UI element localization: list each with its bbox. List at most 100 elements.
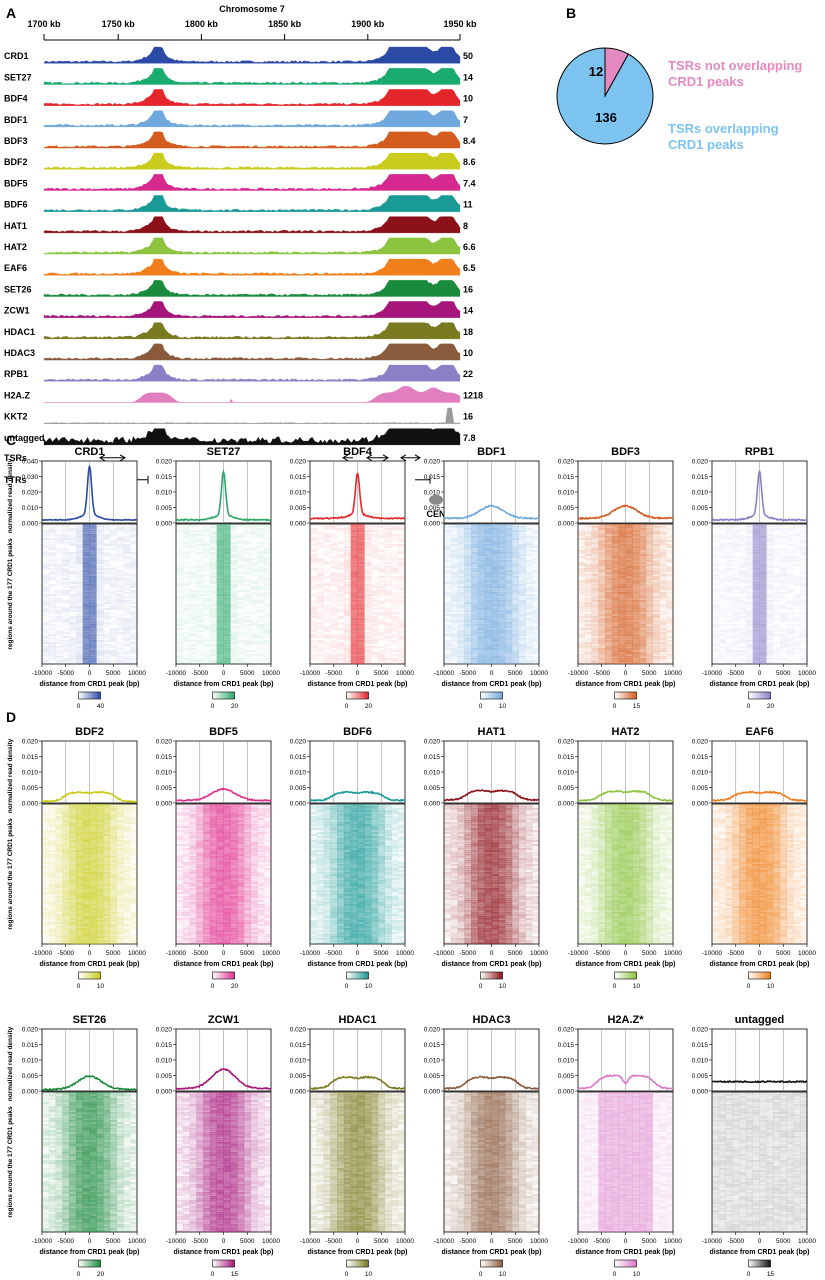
heatmap-cell	[498, 530, 506, 533]
heatmap-cell	[450, 608, 458, 611]
heatmap-cell	[450, 618, 458, 621]
heatmap-cell	[75, 656, 84, 659]
profile-title: SET27	[207, 446, 241, 458]
heatmap-cell	[196, 596, 204, 599]
heatmap-cell	[584, 628, 592, 631]
heatmap-cell	[498, 592, 506, 595]
heatmap-cell	[196, 642, 204, 645]
heatmap-cell	[130, 570, 137, 572]
heatmap-cell	[89, 550, 97, 553]
heatmap-cell	[350, 608, 358, 611]
heatmap-cell	[518, 634, 526, 637]
heatmap-cell	[625, 620, 633, 623]
track-signal	[43, 131, 461, 149]
heatmap-cell	[511, 592, 519, 595]
heatmap-cell	[62, 618, 70, 621]
heatmap-cell	[498, 624, 506, 627]
heatmap-cell	[632, 546, 640, 549]
heatmap-cell	[257, 644, 264, 646]
heatmap-cell	[96, 580, 104, 583]
heatmap-cell	[398, 552, 406, 555]
heatmap-cell	[471, 540, 479, 543]
heatmap-cell	[310, 588, 318, 591]
heatmap-cell	[491, 580, 499, 583]
heatmap-cell	[75, 622, 84, 625]
heatmap-cell	[591, 558, 599, 561]
heatmap-cell	[391, 540, 398, 542]
heatmap-cell	[264, 578, 272, 581]
heatmap-cell	[505, 582, 513, 585]
heatmap-cell	[103, 582, 111, 585]
heatmap-cell	[391, 614, 398, 616]
heatmap-cell	[598, 562, 606, 565]
heatmap-cell	[511, 566, 519, 569]
heatmap-cell	[518, 610, 526, 613]
heatmap-cell	[216, 600, 224, 603]
heatmap-cell	[618, 602, 626, 605]
heatmap-cell	[591, 596, 599, 599]
heatmap-cell	[316, 584, 324, 587]
heatmap-cell	[391, 648, 398, 650]
heatmap-cell	[666, 530, 674, 533]
heatmap-cell	[371, 532, 378, 534]
heatmap-cell	[578, 588, 586, 591]
heatmap-cell	[223, 604, 231, 607]
heatmap-cell	[578, 600, 586, 603]
heatmap-cell	[378, 574, 385, 576]
heatmap-cell	[337, 614, 344, 616]
heatmap-cell	[398, 568, 405, 570]
heatmap-cell	[109, 570, 117, 573]
heatmap-cell	[471, 662, 479, 665]
heatmap-cell	[89, 628, 97, 631]
heatmap-cell	[69, 616, 77, 619]
heatmap-cell	[350, 572, 358, 575]
heatmap-cell	[584, 580, 592, 583]
heatmap-cell	[123, 648, 130, 650]
heatmap-cell	[511, 660, 519, 663]
heatmap-xtick-label: 5000	[106, 670, 121, 677]
heatmap-cell	[82, 562, 90, 565]
heatmap-cell	[477, 646, 486, 649]
heatmap-cell	[598, 548, 606, 551]
heatmap-cell	[223, 650, 231, 653]
heatmap-cell	[364, 572, 372, 575]
heatmap-cell	[471, 616, 479, 619]
heatmap-cell	[477, 612, 486, 615]
heatmap-cell	[237, 584, 245, 587]
heatmap-cell	[371, 542, 378, 544]
heatmap-cell	[82, 620, 90, 623]
heatmap-cell	[75, 626, 84, 629]
heatmap-cell	[69, 576, 76, 578]
heatmap-cell	[343, 568, 352, 571]
heatmap-cell	[611, 526, 620, 529]
heatmap-cell	[371, 650, 378, 652]
heatmap-cell	[251, 632, 258, 634]
heatmap-cell	[398, 600, 406, 603]
heatmap-cell	[89, 574, 97, 577]
heatmap-cell	[330, 616, 337, 618]
heatmap-cell	[450, 628, 458, 631]
heatmap-cell	[584, 624, 592, 627]
heatmap-cell	[511, 576, 519, 579]
heatmap-cell	[243, 566, 251, 569]
track-max-label: 6.5	[463, 263, 476, 273]
heatmap-cell	[498, 588, 506, 591]
heatmap-cell	[511, 614, 519, 617]
heatmap-cell	[450, 614, 458, 617]
heatmap-cell	[605, 628, 613, 631]
heatmap-cell	[578, 544, 585, 546]
heatmap-cell	[324, 586, 331, 588]
heatmap-cell	[203, 538, 210, 540]
heatmap-cell	[371, 606, 378, 608]
heatmap-cell	[491, 628, 499, 631]
heatmap-cell	[183, 656, 190, 658]
heatmap-cell	[316, 558, 324, 561]
heatmap-cell	[471, 636, 479, 639]
heatmap-cell	[350, 612, 358, 615]
heatmap-cell	[42, 622, 50, 625]
heatmap-cell	[244, 556, 251, 558]
heatmap-cell	[457, 572, 465, 575]
heatmap-cell	[251, 578, 258, 580]
heatmap-cell	[471, 574, 479, 577]
heatmap-cell	[223, 562, 231, 565]
